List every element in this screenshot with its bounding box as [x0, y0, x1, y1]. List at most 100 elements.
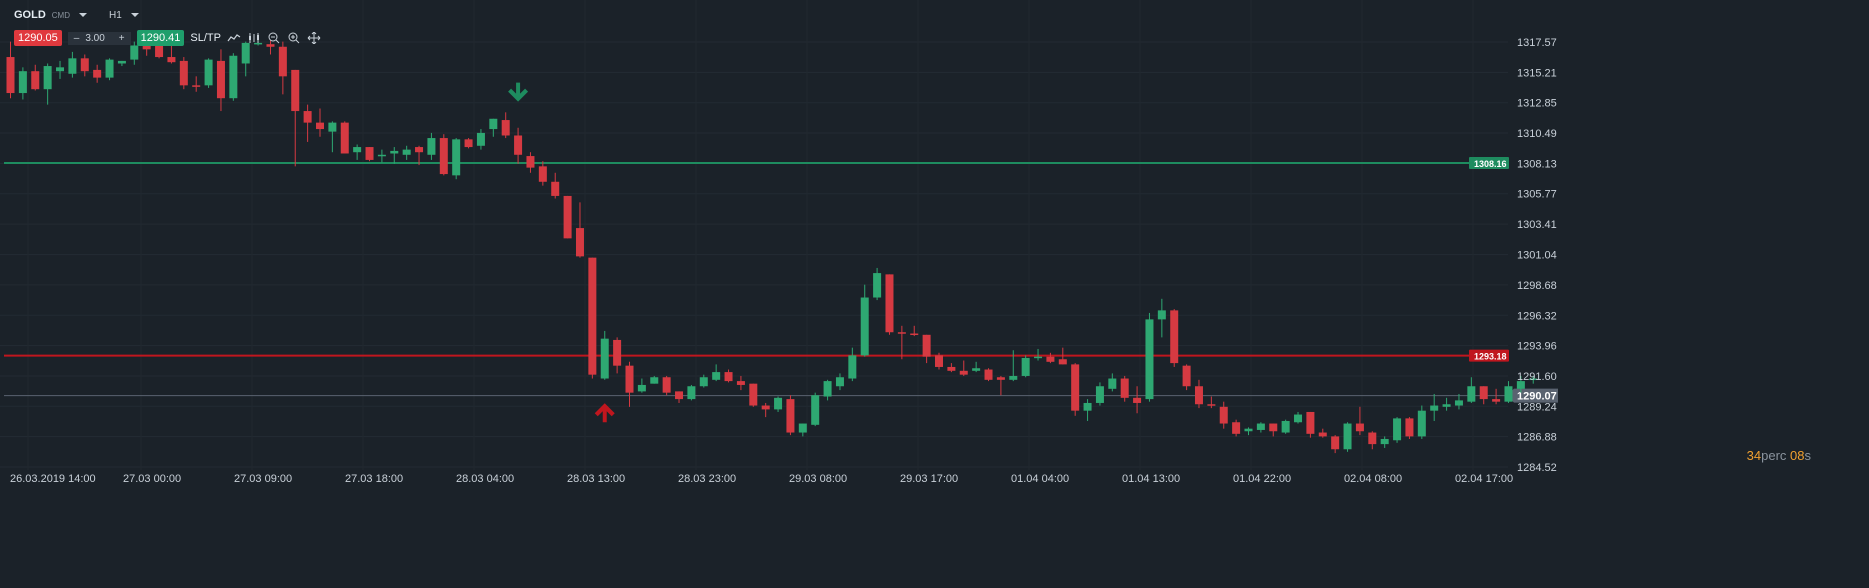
symbol-name[interactable]: GOLD — [14, 9, 46, 21]
candle-body — [266, 44, 275, 47]
candle-body — [563, 195, 572, 239]
chart-grid — [0, 0, 1508, 470]
candle-countdown: 34perc 08s — [1746, 448, 1811, 463]
candle-body — [687, 386, 696, 400]
time-tick-label: 27.03 09:00 — [234, 473, 292, 485]
price-tick-label: 1293.96 — [1517, 341, 1557, 353]
take-profit-label: 1308.16 — [1474, 159, 1507, 169]
candle-body — [6, 57, 15, 94]
candle — [415, 145, 424, 166]
candle — [340, 121, 349, 154]
time-tick-label: 02.04 17:00 — [1455, 473, 1513, 485]
candle-body — [873, 273, 882, 298]
price-tick-label: 1317.57 — [1517, 37, 1557, 49]
timeframe-dropdown-icon[interactable] — [130, 13, 139, 17]
candle-body — [303, 111, 312, 123]
candle-body — [947, 366, 956, 371]
candle — [1504, 381, 1513, 403]
candle — [1343, 422, 1352, 452]
take-profit-tag[interactable] — [1469, 157, 1509, 170]
time-tick-label: 27.03 18:00 — [345, 473, 403, 485]
candle — [947, 363, 956, 373]
candle — [687, 384, 696, 401]
candle — [241, 41, 250, 77]
candle-body — [1095, 386, 1104, 403]
time-tick-label: 01.04 04:00 — [1011, 473, 1069, 485]
indicators-icon[interactable] — [247, 32, 261, 44]
candle — [1331, 435, 1340, 454]
candle — [1318, 428, 1327, 438]
candle-series — [6, 40, 1538, 454]
candle-body — [80, 58, 89, 72]
candle — [588, 257, 597, 379]
candle — [464, 138, 473, 149]
candle-body — [625, 365, 634, 393]
volume-input[interactable]: 3.00 — [85, 32, 105, 44]
candle-body — [1504, 386, 1513, 402]
stop-loss-tag[interactable] — [1469, 349, 1509, 362]
zoom-out-icon[interactable] — [267, 32, 281, 44]
candle-body — [1331, 436, 1340, 450]
candle-body — [328, 122, 337, 132]
symbol-dropdown-icon[interactable] — [79, 13, 87, 17]
candle — [1058, 347, 1067, 365]
candle-body — [786, 399, 795, 433]
sell-button[interactable]: 1290.05 — [14, 30, 62, 46]
candle-body — [1529, 378, 1538, 381]
candle-body — [105, 59, 114, 78]
zoom-in-icon[interactable] — [287, 32, 301, 44]
time-tick-label: 28.03 04:00 — [456, 473, 514, 485]
buy-arrow-icon — [594, 403, 615, 423]
candle-body — [1442, 404, 1451, 407]
candle-body — [1034, 356, 1043, 359]
candle-body — [452, 139, 461, 176]
candle-body — [526, 156, 535, 168]
candle — [1021, 355, 1030, 378]
candle — [1269, 423, 1278, 437]
volume-stepper[interactable]: – 3.00 + — [67, 31, 131, 45]
price-tick-label: 1286.88 — [1517, 432, 1557, 444]
candle-body — [476, 132, 485, 146]
volume-plus-button[interactable]: + — [118, 32, 125, 44]
candle-body — [229, 55, 238, 99]
price-lines[interactable]: 1308.16 1293.18 1290.07 — [4, 157, 1558, 403]
candle — [1170, 309, 1179, 367]
time-axis[interactable]: 26.03.2019 14:00 27.03 00:00 27.03 09:00 27… — [10, 473, 1513, 485]
timeframe-select[interactable]: H1 — [109, 9, 122, 21]
candle-body — [897, 332, 906, 334]
candle — [1355, 406, 1364, 436]
candle — [699, 374, 708, 388]
candle-body — [353, 147, 362, 153]
crosshair-icon[interactable] — [307, 32, 321, 44]
buy-button[interactable]: 1290.41 — [136, 30, 185, 46]
candle — [1083, 399, 1092, 421]
candle — [1232, 419, 1241, 437]
candle — [328, 121, 337, 153]
candle-body — [1083, 402, 1092, 411]
candle — [93, 64, 102, 83]
candle-body — [1046, 356, 1055, 362]
trade-panel: 1290.05 – 3.00 + 1290.41 SL/TP — [14, 30, 321, 46]
candle — [1281, 419, 1290, 434]
candle — [216, 49, 225, 112]
price-axis[interactable]: 1317.57 1315.21 1312.85 1310.49 1308.13 1305.… — [1517, 37, 1557, 474]
candle-body — [1232, 422, 1241, 434]
price-tick-label: 1298.68 — [1517, 280, 1557, 292]
candle — [56, 60, 65, 79]
candle — [452, 138, 461, 180]
candle-body — [501, 120, 510, 136]
candle-body — [1294, 414, 1303, 423]
candle — [278, 41, 287, 95]
line-chart-icon[interactable] — [227, 32, 241, 44]
candle-body — [935, 355, 943, 367]
candle — [935, 352, 943, 370]
candle-body — [316, 122, 324, 130]
candle — [1467, 377, 1476, 403]
candle — [1182, 364, 1191, 391]
sltp-button[interactable]: SL/TP — [190, 32, 221, 44]
candle-body — [848, 355, 857, 379]
symbol-type[interactable]: CMD — [51, 10, 70, 20]
candle-body — [650, 377, 659, 384]
volume-minus-button[interactable]: – — [73, 32, 80, 44]
